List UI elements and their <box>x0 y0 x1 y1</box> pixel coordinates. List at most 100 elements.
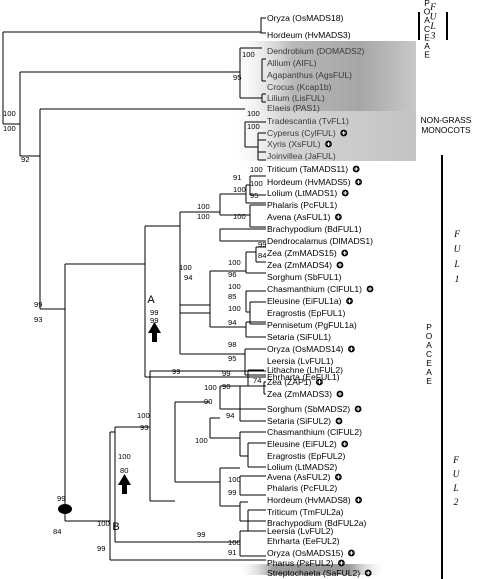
support-value: 100 <box>228 304 241 313</box>
taxon-label: Leersia (LvFUL1) <box>267 356 334 366</box>
support-value: 100 <box>197 202 210 211</box>
taxon-label: Zea (ZmMADS4) <box>267 260 332 270</box>
plus-circle-icon <box>341 249 349 257</box>
taxon-label: Triticum (TaMADS11) <box>267 164 348 174</box>
support-value: 100 <box>97 519 110 528</box>
support-value: 90 <box>222 382 230 391</box>
group-bars <box>418 12 448 579</box>
taxon-label: Cyperus (CylFUL) <box>267 128 336 138</box>
taxon-label: Phalaris (PcFUL2) <box>267 483 337 493</box>
support-value: 99 <box>57 494 65 503</box>
taxon-label: Joinvillea (JaFUL) <box>267 151 336 161</box>
taxon-label: Hordeum (HvMADS5) <box>267 177 351 187</box>
support-value: 95 <box>228 354 236 363</box>
arrow-a-icon <box>148 322 161 342</box>
taxon-label: Chasmanthium (ClFUL2) <box>267 427 362 437</box>
taxon-label: Hordeum (HvMADS8) <box>267 495 351 505</box>
taxon-label: Pennisetum (PgFUL1a) <box>267 320 357 330</box>
taxon-label: Chasmanthium (ClFUL1) <box>267 284 362 294</box>
plus-circle-icon <box>341 189 349 197</box>
taxon-label: Sorghum (SbMADS2) <box>267 404 350 414</box>
taxon-label: Avena (AsFUL1) <box>267 212 331 222</box>
taxon-label: Eragrostis (EpFUL1) <box>267 308 345 318</box>
taxon-label: Lolium (LtMADS1) <box>267 188 337 198</box>
support-value: 92 <box>21 155 29 164</box>
taxon-label: Streptochaeta (SaFUL2) <box>267 568 360 578</box>
plus-circle-icon <box>334 213 342 221</box>
support-value: 99 <box>228 488 236 497</box>
plus-circle-icon <box>316 378 323 386</box>
plus-circle-icon <box>364 569 372 577</box>
taxon-label: Zea (ZmMADS15) <box>267 248 337 258</box>
plus-circle-icon <box>355 178 362 186</box>
support-value: 98 <box>228 340 236 349</box>
support-value: 90 <box>204 397 212 406</box>
plus-circle-icon <box>348 549 355 557</box>
support-value: 91 <box>233 173 241 182</box>
taxon-label: Oryza (OsMADS14) <box>267 344 344 354</box>
support-value: 84 <box>258 251 266 260</box>
support-value: 100 <box>137 411 150 420</box>
support-value: 100 <box>233 212 246 221</box>
taxon-label: Avena (AsFUL2) <box>267 472 331 482</box>
taxon-label: Oryza (OsMADS18) <box>267 13 344 23</box>
duplication-marker <box>58 504 72 514</box>
streptochaeta-shading <box>236 564 388 575</box>
taxon-label: Oryza (OsMADS15) <box>267 548 344 558</box>
support-value: 94 <box>226 411 234 420</box>
taxon-label: Leersia (LvFUL2) <box>267 526 334 536</box>
arrow-b-icon <box>118 474 131 494</box>
node-label-a: A <box>147 294 155 306</box>
taxon-label: Brachypodium (BdFUL1) <box>267 224 362 234</box>
plus-circle-icon <box>340 129 348 137</box>
plus-circle-icon <box>336 261 344 269</box>
support-value: 100 <box>228 538 241 547</box>
support-value: 94 <box>184 273 192 282</box>
support-value: 95 <box>250 191 258 200</box>
non-grass-shading <box>226 41 416 111</box>
support-value: 91 <box>228 548 236 557</box>
support-value: 100 <box>197 212 210 221</box>
support-value: 99 <box>150 308 158 317</box>
taxon-label: Setaria (SiFUL2) <box>267 416 331 426</box>
plus-circle-icon <box>366 285 374 293</box>
support-value: 99 <box>34 300 42 309</box>
support-value: 100 <box>242 50 255 59</box>
tree-branches <box>2 17 266 561</box>
support-value: 99 <box>258 240 266 249</box>
taxon-label: Crocus (Kcap1b) <box>267 82 332 92</box>
support-value: 99 <box>172 367 180 376</box>
taxon-label: Phalaris (PcFUL1) <box>267 200 337 210</box>
support-value: 100 <box>250 165 263 174</box>
support-value: 100 <box>247 122 260 131</box>
support-value: 100 <box>228 475 241 484</box>
support-value: 94 <box>228 318 236 327</box>
taxon-label: Pharus (PsFUL2) <box>267 558 334 568</box>
taxon-label: Eleusine (EiFUL2) <box>267 439 337 449</box>
support-value: 93 <box>34 315 42 324</box>
support-value: 96 <box>228 270 236 279</box>
support-value: 99 <box>222 369 230 378</box>
plus-circle-icon <box>354 405 362 413</box>
support-value: 100 <box>233 185 246 194</box>
support-value: 74 <box>253 376 261 385</box>
support-value: 100 <box>247 109 260 118</box>
support-value: 100 <box>228 282 241 291</box>
taxon-label: Ehrharta (EeFUL1) <box>267 372 340 382</box>
support-value: 100 <box>118 452 131 461</box>
plus-circle-icon <box>355 496 362 504</box>
taxon-label: Allium (AIFL) <box>267 58 317 68</box>
plus-circle-icon <box>335 417 343 425</box>
plus-circle-icon <box>334 473 342 481</box>
support-value: 100 <box>204 383 217 392</box>
support-value: 84 <box>53 527 61 536</box>
taxon-label: Eleusine (EiFUL1a) <box>267 296 342 306</box>
plus-circle-icon <box>346 297 353 305</box>
taxon-label: Xyris (XsFUL) <box>267 139 321 149</box>
taxon-label: Eragrostis (EpFUL2) <box>267 451 345 461</box>
